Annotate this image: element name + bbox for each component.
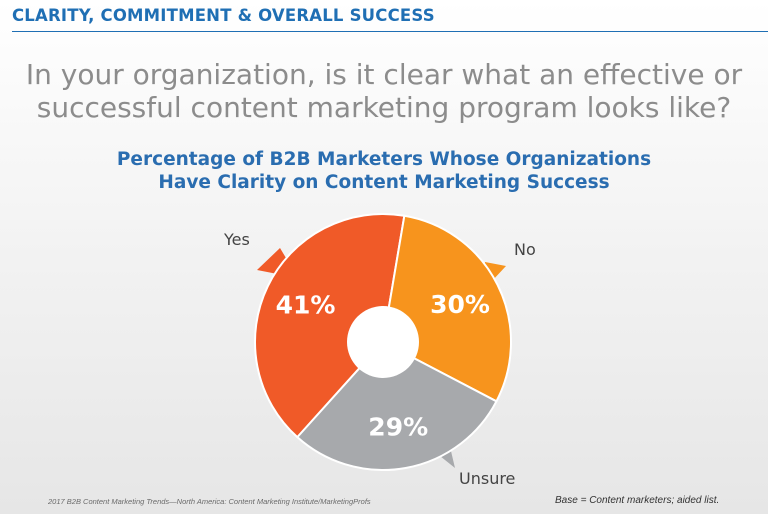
chart-title-line-2: Have Clarity on Content Marketing Succes… bbox=[158, 172, 610, 193]
pie-slice-unsure bbox=[295, 340, 498, 471]
base-footnote: Base = Content marketers; aided list. bbox=[555, 495, 720, 506]
category-label-no: No bbox=[514, 240, 536, 259]
section-divider bbox=[12, 31, 768, 32]
source-footnote: 2017 B2B Content Marketing Trends—North … bbox=[48, 497, 371, 506]
survey-question-line-2: successful content marketing program loo… bbox=[36, 91, 732, 124]
donut-hole bbox=[347, 306, 419, 378]
chart-title-line-1: Percentage of B2B Marketers Whose Organi… bbox=[116, 149, 652, 170]
value-label-no: 30% bbox=[430, 290, 490, 319]
pie-slice-yes bbox=[254, 213, 406, 439]
value-label-unsure: 29% bbox=[368, 413, 428, 442]
survey-question-line-1: In your organization, is it clear what a… bbox=[25, 58, 743, 91]
chart-title: Percentage of B2B Marketers Whose Organi… bbox=[0, 148, 768, 194]
category-label-yes: Yes bbox=[223, 230, 250, 249]
section-header: CLARITY, COMMITMENT & OVERALL SUCCESS bbox=[12, 6, 435, 25]
value-label-yes: 41% bbox=[276, 291, 336, 320]
survey-question: In your organization, is it clear what a… bbox=[0, 58, 768, 124]
category-label-unsure: Unsure bbox=[459, 469, 515, 488]
